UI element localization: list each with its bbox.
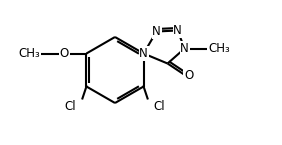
Text: CH₃: CH₃	[19, 47, 40, 60]
Text: N: N	[152, 25, 161, 38]
Text: CH₃: CH₃	[209, 42, 230, 55]
Text: N: N	[139, 47, 148, 60]
Text: O: O	[184, 69, 193, 82]
Text: N: N	[180, 42, 189, 55]
Text: Cl: Cl	[65, 100, 76, 113]
Text: N: N	[173, 24, 182, 37]
Text: O: O	[60, 47, 69, 60]
Text: Cl: Cl	[154, 100, 165, 113]
